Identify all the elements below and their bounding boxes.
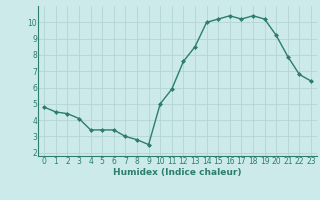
X-axis label: Humidex (Indice chaleur): Humidex (Indice chaleur)	[113, 168, 242, 177]
